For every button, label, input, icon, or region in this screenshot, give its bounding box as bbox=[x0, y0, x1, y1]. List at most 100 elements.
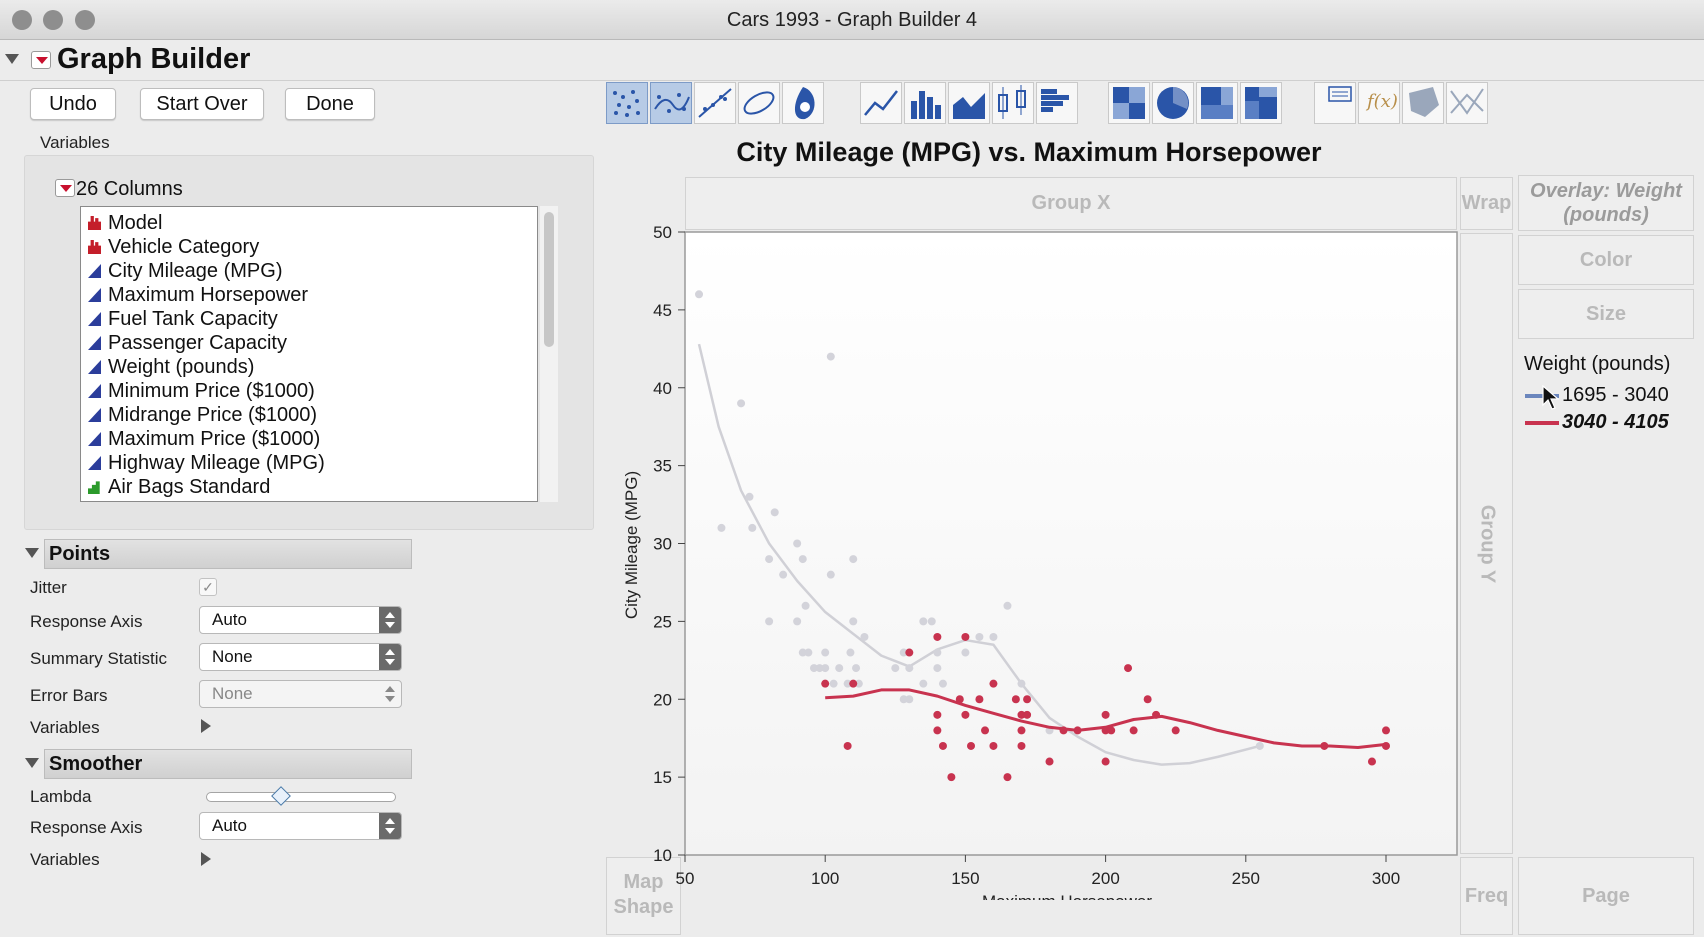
data-point[interactable] bbox=[826, 352, 835, 361]
points-response-axis-select[interactable]: Auto bbox=[199, 606, 402, 634]
columns-menu-icon[interactable] bbox=[55, 179, 75, 197]
data-point[interactable] bbox=[826, 570, 835, 579]
data-point[interactable] bbox=[1023, 710, 1032, 719]
data-point[interactable] bbox=[919, 617, 928, 626]
data-point[interactable] bbox=[919, 679, 928, 688]
group-x-zone[interactable]: Group X bbox=[685, 177, 1457, 230]
color-zone[interactable]: Color bbox=[1518, 235, 1694, 285]
data-point[interactable] bbox=[933, 710, 942, 719]
map-shapes-icon[interactable] bbox=[1402, 82, 1444, 124]
bar-icon[interactable] bbox=[904, 82, 946, 124]
data-point[interactable] bbox=[717, 523, 726, 532]
data-point[interactable] bbox=[1017, 679, 1026, 688]
data-point[interactable] bbox=[1101, 710, 1110, 719]
contour-icon[interactable] bbox=[782, 82, 824, 124]
columns-list[interactable]: Model Vehicle Category City Mileage (MPG) M… bbox=[80, 206, 538, 502]
wrap-zone[interactable]: Wrap bbox=[1460, 177, 1513, 230]
data-point[interactable] bbox=[765, 617, 774, 626]
data-point[interactable] bbox=[846, 648, 855, 657]
points-icon[interactable] bbox=[606, 82, 648, 124]
legend-swatch-red[interactable] bbox=[1525, 421, 1559, 425]
data-point[interactable] bbox=[955, 695, 964, 704]
box-plot-icon[interactable] bbox=[992, 82, 1034, 124]
data-point[interactable] bbox=[1320, 741, 1329, 750]
lambda-slider-thumb[interactable] bbox=[271, 786, 291, 806]
data-point[interactable] bbox=[852, 664, 861, 673]
data-point[interactable] bbox=[947, 773, 956, 782]
size-zone[interactable]: Size bbox=[1518, 289, 1694, 339]
data-point[interactable] bbox=[695, 290, 704, 299]
heatmap-icon[interactable] bbox=[1108, 82, 1150, 124]
data-point[interactable] bbox=[745, 492, 754, 501]
data-point[interactable] bbox=[843, 679, 852, 688]
window-zoom-button[interactable] bbox=[75, 10, 95, 30]
data-point[interactable] bbox=[905, 664, 914, 673]
map-shape-zone[interactable]: Map Shape bbox=[606, 857, 681, 935]
group-y-zone[interactable]: Group Y bbox=[1460, 233, 1513, 854]
data-point[interactable] bbox=[961, 648, 970, 657]
data-point[interactable] bbox=[899, 648, 908, 657]
data-point[interactable] bbox=[793, 539, 802, 548]
smoother-variables-expand-icon[interactable] bbox=[201, 852, 211, 866]
data-point[interactable] bbox=[1382, 741, 1390, 750]
data-point[interactable] bbox=[905, 648, 914, 657]
data-point[interactable] bbox=[1003, 601, 1012, 610]
jitter-checkbox[interactable]: ✓ bbox=[199, 578, 217, 596]
formula-icon[interactable]: f(x) bbox=[1358, 82, 1400, 124]
pie-icon[interactable] bbox=[1152, 82, 1194, 124]
data-point[interactable] bbox=[1017, 726, 1026, 735]
data-point[interactable] bbox=[967, 741, 976, 750]
legend-swatch-blue[interactable] bbox=[1525, 394, 1559, 398]
data-point[interactable] bbox=[748, 523, 757, 532]
error-bars-select[interactable]: None bbox=[199, 680, 402, 708]
data-point[interactable] bbox=[1101, 757, 1110, 766]
data-point[interactable] bbox=[961, 632, 970, 641]
done-button[interactable]: Done bbox=[285, 88, 375, 120]
data-point[interactable] bbox=[843, 741, 852, 750]
data-point[interactable] bbox=[1045, 757, 1054, 766]
data-point[interactable] bbox=[1129, 726, 1138, 735]
start-over-button[interactable]: Start Over bbox=[140, 88, 264, 120]
data-point[interactable] bbox=[975, 632, 984, 641]
histogram-icon[interactable] bbox=[1036, 82, 1078, 124]
disclosure-triangle-icon[interactable] bbox=[5, 54, 19, 64]
data-point[interactable] bbox=[1107, 726, 1116, 735]
data-point[interactable] bbox=[821, 664, 830, 673]
data-point[interactable] bbox=[961, 710, 970, 719]
smoother-disclosure-icon[interactable] bbox=[25, 758, 39, 768]
data-point[interactable] bbox=[1059, 726, 1068, 735]
data-point[interactable] bbox=[933, 648, 942, 657]
data-point[interactable] bbox=[770, 508, 779, 517]
data-point[interactable] bbox=[821, 679, 830, 688]
data-point[interactable] bbox=[1011, 695, 1020, 704]
data-point[interactable] bbox=[989, 679, 998, 688]
points-disclosure-icon[interactable] bbox=[25, 548, 39, 558]
data-point[interactable] bbox=[854, 679, 863, 688]
data-point[interactable] bbox=[1003, 773, 1012, 782]
page-zone[interactable]: Page bbox=[1518, 857, 1694, 935]
line-of-fit-icon[interactable] bbox=[694, 82, 736, 124]
data-point[interactable] bbox=[801, 601, 810, 610]
data-point[interactable] bbox=[737, 399, 746, 408]
data-point[interactable] bbox=[1255, 741, 1264, 750]
ellipse-icon[interactable] bbox=[738, 82, 780, 124]
legend-item-2[interactable]: 3040 - 4105 bbox=[1562, 411, 1669, 433]
mosaic-icon[interactable] bbox=[1240, 82, 1282, 124]
window-minimize-button[interactable] bbox=[43, 10, 63, 30]
data-point[interactable] bbox=[1101, 726, 1110, 735]
data-point[interactable] bbox=[835, 664, 844, 673]
data-point[interactable] bbox=[829, 679, 838, 688]
data-point[interactable] bbox=[1382, 726, 1390, 735]
red-triangle-menu-icon[interactable] bbox=[31, 51, 51, 69]
data-point[interactable] bbox=[815, 664, 824, 673]
lambda-slider-track[interactable] bbox=[206, 792, 396, 802]
data-point[interactable] bbox=[1017, 741, 1026, 750]
data-point[interactable] bbox=[821, 648, 830, 657]
contour-points-icon[interactable] bbox=[650, 82, 692, 124]
data-point[interactable] bbox=[989, 741, 998, 750]
data-point[interactable] bbox=[989, 632, 998, 641]
data-point[interactable] bbox=[1143, 695, 1152, 704]
data-point[interactable] bbox=[975, 695, 984, 704]
overlay-zone[interactable]: Overlay: Weight (pounds) bbox=[1518, 175, 1694, 231]
data-point[interactable] bbox=[933, 632, 942, 641]
